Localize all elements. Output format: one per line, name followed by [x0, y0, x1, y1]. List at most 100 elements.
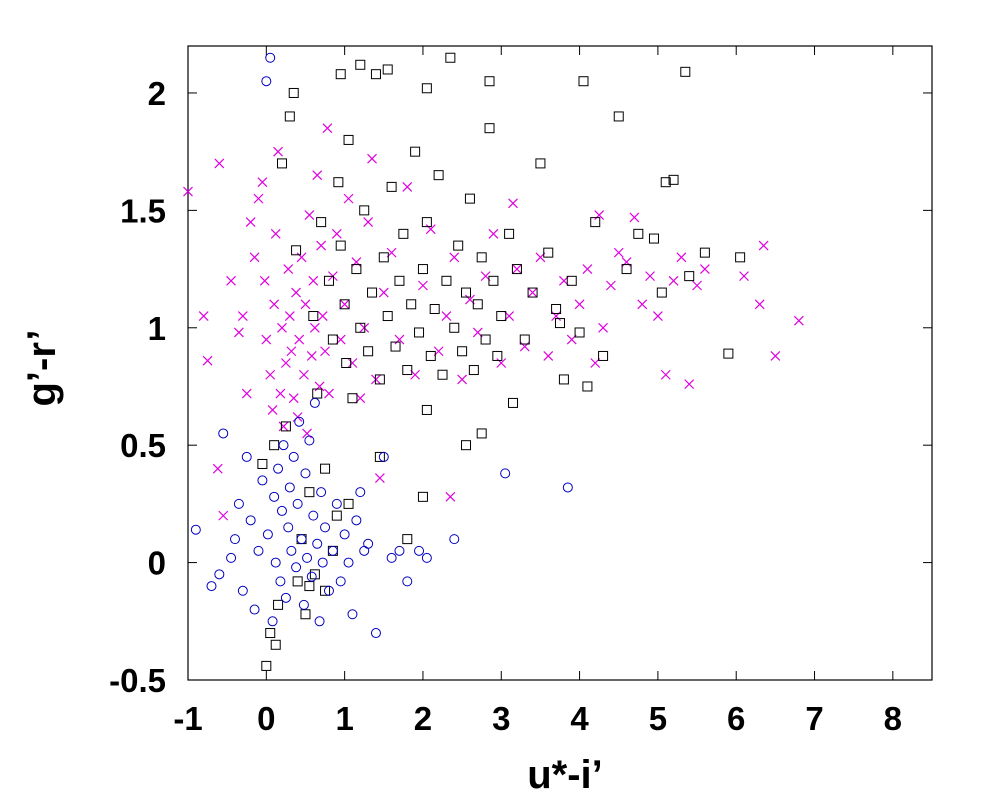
point-x-marker	[574, 299, 585, 310]
point-square-marker	[684, 271, 695, 282]
y-tick-label: 2	[148, 75, 166, 112]
point-circle-marker	[402, 576, 413, 587]
point-x-marker	[291, 287, 302, 298]
point-square-marker	[449, 322, 460, 333]
point-circle-marker	[355, 487, 366, 498]
point-x-marker	[770, 351, 781, 361]
point-circle-marker	[421, 552, 432, 563]
point-x-marker	[183, 186, 193, 197]
x-tick-label: 7	[805, 700, 823, 737]
point-square-marker	[457, 346, 468, 357]
plot-frame	[187, 45, 933, 681]
point-square-marker	[421, 217, 432, 228]
point-x-marker	[394, 334, 405, 345]
point-x-marker	[280, 358, 291, 368]
point-square-marker	[341, 358, 352, 368]
point-square-marker	[270, 639, 281, 650]
point-x-marker	[739, 271, 749, 282]
point-square-marker	[527, 287, 538, 298]
point-circle-marker	[312, 538, 323, 549]
point-square-marker	[355, 59, 366, 70]
point-x-marker	[371, 374, 381, 385]
point-square-marker	[723, 348, 734, 359]
point-circle-marker	[206, 581, 217, 592]
point-x-marker	[275, 388, 286, 399]
point-circle-marker	[214, 569, 225, 580]
point-square-marker	[668, 174, 679, 185]
point-square-marker	[333, 177, 344, 188]
point-circle-marker	[343, 557, 354, 568]
point-square-marker	[648, 233, 659, 244]
point-x-marker	[267, 405, 278, 415]
point-x-marker	[273, 146, 283, 157]
point-x-marker	[684, 379, 695, 390]
point-x-marker	[257, 177, 268, 188]
point-circle-marker	[270, 557, 281, 568]
point-square-marker	[265, 628, 276, 639]
point-x-marker	[543, 351, 554, 361]
point-circle-marker	[339, 529, 350, 540]
point-x-marker	[351, 257, 362, 267]
point-square-marker	[355, 322, 366, 333]
point-square-marker	[273, 599, 284, 610]
point-x-marker	[441, 311, 452, 321]
point-circle-marker	[351, 515, 362, 526]
point-square-marker	[339, 299, 350, 310]
x-tick-label: 3	[492, 700, 510, 737]
point-x-marker	[296, 252, 307, 263]
point-x-marker	[449, 252, 460, 263]
point-circle-marker	[245, 515, 256, 526]
point-x-marker	[331, 228, 342, 239]
point-circle-marker	[294, 416, 305, 427]
point-square-marker	[555, 318, 565, 329]
x-tick-label: 0	[257, 700, 275, 737]
point-square-marker	[390, 341, 401, 352]
point-square-marker	[359, 205, 370, 216]
point-x-marker	[314, 381, 325, 392]
plot-area	[183, 52, 804, 671]
point-square-marker	[484, 76, 495, 87]
point-square-marker	[543, 247, 554, 258]
point-circle-marker	[335, 576, 346, 587]
point-x-marker	[300, 299, 311, 310]
point-square-marker	[414, 327, 425, 338]
point-square-marker	[590, 217, 601, 228]
point-square-marker	[566, 275, 577, 286]
point-circle-marker	[300, 468, 311, 479]
point-square-marker	[304, 487, 315, 498]
point-square-marker	[382, 64, 393, 75]
point-square-marker	[257, 458, 268, 469]
point-square-marker	[284, 111, 295, 122]
point-circle-marker	[257, 475, 268, 486]
point-square-marker	[633, 228, 644, 239]
x-tick-label: 1	[335, 700, 353, 737]
point-square-marker	[492, 350, 503, 361]
point-x-marker	[652, 311, 663, 321]
point-circle-marker	[308, 510, 319, 521]
y-tick-label: 1	[148, 310, 166, 347]
point-square-marker	[320, 585, 331, 596]
point-x-marker	[316, 240, 327, 251]
point-x-marker	[758, 240, 769, 251]
point-square-marker	[468, 365, 479, 376]
point-x-marker	[270, 228, 281, 239]
point-x-marker	[286, 346, 297, 357]
point-circle-marker	[276, 505, 287, 516]
point-square-marker	[445, 52, 456, 63]
point-circle-marker	[320, 522, 331, 533]
point-x-marker	[793, 315, 804, 326]
point-square-marker	[386, 181, 397, 192]
point-x-marker	[699, 264, 710, 274]
point-circle-marker	[233, 498, 244, 509]
point-circle-marker	[331, 498, 342, 509]
point-x-marker	[343, 193, 354, 204]
point-square-marker	[417, 491, 428, 502]
point-square-marker	[347, 393, 358, 404]
point-x-marker	[457, 374, 468, 385]
axes	[187, 45, 933, 681]
point-x-marker	[214, 158, 225, 169]
point-x-marker	[692, 280, 702, 291]
point-square-marker	[363, 346, 374, 357]
point-square-marker	[578, 76, 589, 87]
point-circle-marker	[363, 538, 374, 549]
